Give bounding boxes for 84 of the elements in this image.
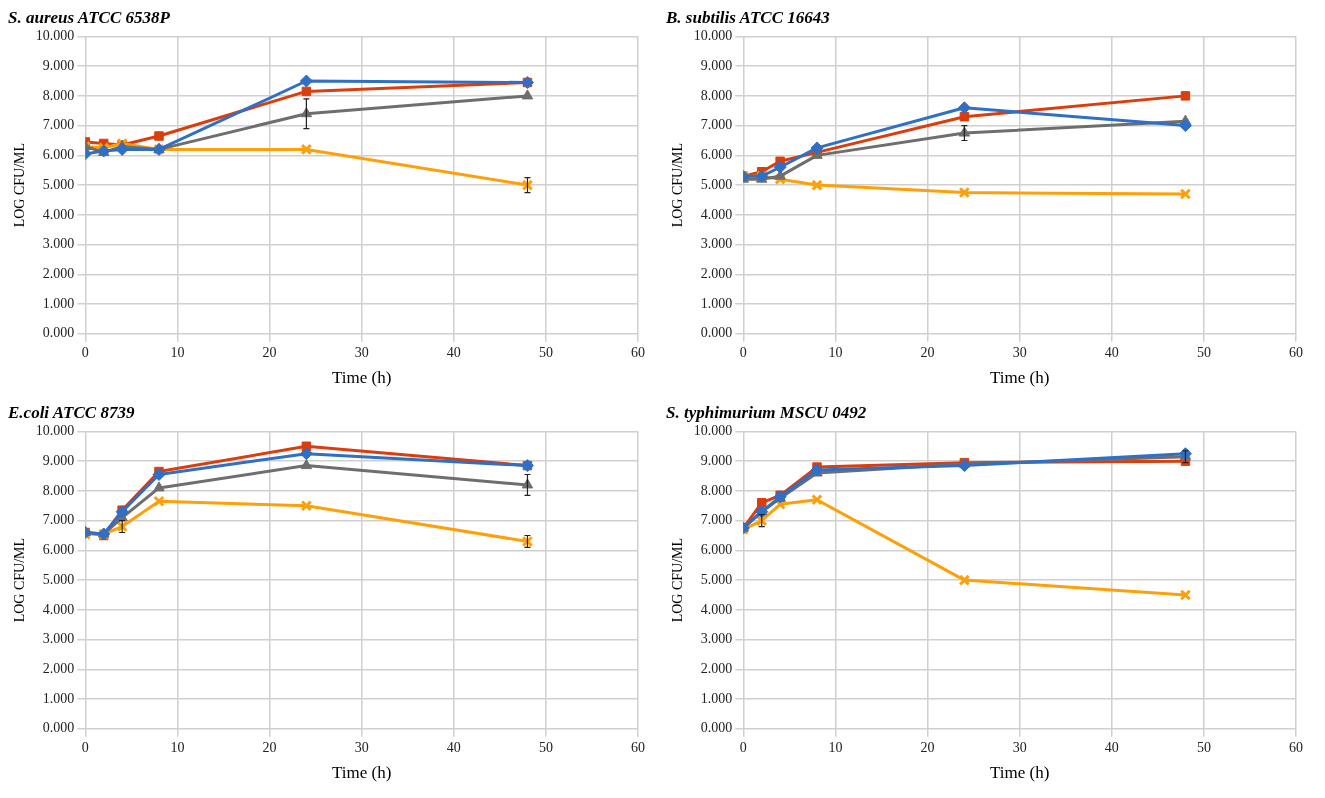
x-tick-label: 0 bbox=[739, 739, 747, 755]
x-axis-title: Time (h) bbox=[331, 763, 392, 783]
y-tick-label: 1.000 bbox=[700, 295, 733, 311]
y-tick-label: 0.000 bbox=[42, 720, 75, 736]
y-tick-label: 9.000 bbox=[42, 57, 75, 73]
y-tick-label: 6.000 bbox=[700, 542, 733, 558]
y-tick-label: 3.000 bbox=[700, 236, 733, 252]
y-tick-label: 10.000 bbox=[693, 28, 733, 44]
y-tick-label: 4.000 bbox=[700, 206, 733, 222]
x-tick-label: 60 bbox=[1289, 739, 1303, 755]
y-tick-label: 6.000 bbox=[42, 147, 75, 163]
x-tick-label: 60 bbox=[1289, 344, 1303, 360]
y-tick-label: 9.000 bbox=[42, 452, 75, 468]
x-tick-label: 50 bbox=[538, 739, 553, 755]
y-tick-label: 0.000 bbox=[42, 325, 75, 341]
y-tick-label: 1.000 bbox=[42, 690, 75, 706]
x-tick-label: 40 bbox=[446, 344, 461, 360]
y-tick-label: 8.000 bbox=[42, 482, 75, 498]
x-tick-label: 50 bbox=[538, 344, 553, 360]
y-tick-label: 3.000 bbox=[700, 631, 733, 647]
x-tick-label: 0 bbox=[739, 344, 747, 360]
x-tick-label: 20 bbox=[262, 739, 277, 755]
x-tick-label: 30 bbox=[354, 739, 369, 755]
x-tick-label: 10 bbox=[828, 739, 843, 755]
y-tick-label: 9.000 bbox=[700, 452, 733, 468]
y-tick-label: 10.000 bbox=[35, 28, 75, 44]
y-tick-label: 4.000 bbox=[42, 601, 75, 617]
chart-title: E.coli ATCC 8739 bbox=[7, 402, 135, 422]
y-tick-label: 3.000 bbox=[42, 236, 75, 252]
x-tick-label: 40 bbox=[1104, 344, 1119, 360]
x-tick-label: 10 bbox=[170, 739, 185, 755]
x-tick-label: 60 bbox=[631, 344, 645, 360]
x-axis-title: Time (h) bbox=[989, 368, 1050, 388]
y-axis-title: LOG CFU/ML bbox=[12, 142, 28, 228]
x-tick-label: 10 bbox=[828, 344, 843, 360]
y-tick-label: 0.000 bbox=[700, 325, 733, 341]
y-tick-label: 8.000 bbox=[700, 87, 733, 103]
x-tick-label: 50 bbox=[1196, 344, 1211, 360]
y-tick-label: 8.000 bbox=[42, 87, 75, 103]
x-tick-label: 20 bbox=[920, 739, 935, 755]
x-tick-label: 40 bbox=[446, 739, 461, 755]
y-tick-label: 5.000 bbox=[42, 571, 75, 587]
x-tick-label: 20 bbox=[920, 344, 935, 360]
x-axis-title: Time (h) bbox=[331, 368, 392, 388]
x-tick-label: 0 bbox=[81, 739, 89, 755]
y-tick-label: 4.000 bbox=[42, 206, 75, 222]
y-tick-label: 0.000 bbox=[700, 720, 733, 736]
x-tick-label: 10 bbox=[170, 344, 185, 360]
y-tick-label: 9.000 bbox=[700, 57, 733, 73]
y-tick-label: 1.000 bbox=[42, 295, 75, 311]
y-tick-label: 4.000 bbox=[700, 601, 733, 617]
x-tick-label: 20 bbox=[262, 344, 277, 360]
x-tick-label: 50 bbox=[1196, 739, 1211, 755]
x-tick-label: 30 bbox=[354, 344, 369, 360]
x-tick-label: 40 bbox=[1104, 739, 1119, 755]
y-tick-label: 7.000 bbox=[42, 512, 75, 528]
y-tick-label: 7.000 bbox=[700, 117, 733, 133]
y-tick-label: 5.000 bbox=[700, 571, 733, 587]
y-tick-label: 3.000 bbox=[42, 631, 75, 647]
chart-title: S. typhimurium MSCU 0492 bbox=[666, 402, 867, 422]
chart-title: B. subtilis ATCC 16643 bbox=[665, 7, 831, 27]
y-tick-label: 6.000 bbox=[42, 542, 75, 558]
x-axis-title: Time (h) bbox=[989, 763, 1050, 783]
x-tick-label: 30 bbox=[1012, 739, 1027, 755]
y-tick-label: 2.000 bbox=[700, 660, 733, 676]
y-tick-label: 2.000 bbox=[700, 265, 733, 281]
x-tick-label: 60 bbox=[631, 739, 645, 755]
x-tick-label: 30 bbox=[1012, 344, 1027, 360]
y-tick-label: 5.000 bbox=[700, 176, 733, 192]
y-tick-label: 1.000 bbox=[700, 690, 733, 706]
y-tick-label: 7.000 bbox=[42, 117, 75, 133]
y-tick-label: 5.000 bbox=[42, 176, 75, 192]
y-tick-label: 6.000 bbox=[700, 147, 733, 163]
y-tick-label: 2.000 bbox=[42, 265, 75, 281]
y-axis-title: LOG CFU/ML bbox=[12, 537, 28, 623]
y-tick-label: 2.000 bbox=[42, 660, 75, 676]
y-axis-title: LOG CFU/ML bbox=[670, 142, 686, 228]
y-tick-label: 10.000 bbox=[35, 423, 75, 439]
y-axis-title: LOG CFU/ML bbox=[670, 537, 686, 623]
y-tick-label: 7.000 bbox=[700, 512, 733, 528]
y-tick-label: 10.000 bbox=[693, 423, 733, 439]
y-tick-label: 8.000 bbox=[700, 482, 733, 498]
x-tick-label: 0 bbox=[81, 344, 89, 360]
chart-title: S. aureus ATCC 6538P bbox=[8, 7, 171, 27]
